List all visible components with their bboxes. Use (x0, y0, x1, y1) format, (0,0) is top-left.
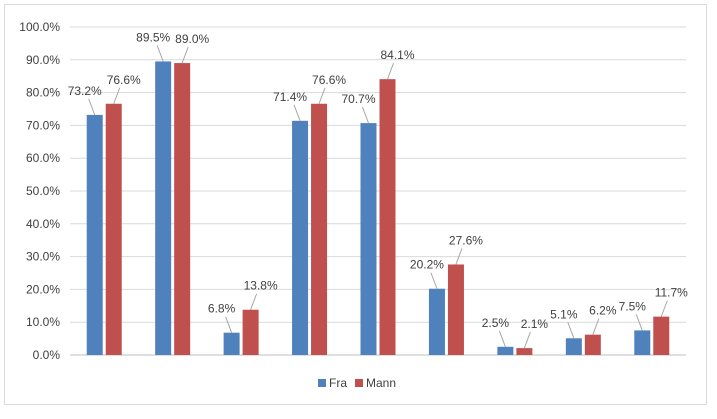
data-label: 2.5% (482, 316, 510, 330)
y-axis: 0.0% 10.0% 20.0% 30.0% 40.0% 50.0% 60.0% 70.0% 8… (19, 20, 60, 362)
bar-fra (565, 338, 582, 355)
y-tick-label: 50.0% (26, 184, 60, 198)
bar-mann (653, 316, 670, 355)
data-label: 73.2% (68, 84, 102, 98)
bar-fra (155, 61, 172, 355)
y-tick-label: 70.0% (26, 118, 60, 132)
leader-line (592, 318, 600, 335)
leader-line (635, 314, 643, 331)
data-label: 70.7% (341, 92, 375, 106)
y-tick-label: 60.0% (26, 151, 60, 165)
data-label: 5.1% (550, 307, 578, 321)
legend-label-fra: Fra (329, 376, 347, 390)
leader-line (567, 322, 575, 339)
data-label: 76.6% (107, 73, 141, 87)
leader-line (455, 248, 463, 265)
bar-mann (311, 103, 328, 355)
y-tick-label: 10.0% (26, 315, 60, 329)
y-tick-label: 0.0% (33, 348, 61, 362)
data-label: 13.8% (244, 279, 278, 293)
bar-mann (105, 103, 122, 355)
bar-mann (447, 264, 464, 355)
bar-fra (223, 332, 240, 355)
data-label: 27.6% (449, 233, 483, 247)
bar-mann (174, 63, 191, 356)
bar-fra (292, 120, 309, 355)
data-label: 20.2% (410, 258, 444, 272)
leader-line (250, 293, 258, 310)
legend-swatch-fra (318, 379, 326, 387)
data-label: 7.5% (619, 299, 647, 313)
leader-line (113, 87, 121, 104)
bar-mann (516, 348, 533, 355)
data-label: 11.7% (655, 286, 688, 300)
bar-mann (379, 79, 396, 355)
leader-line (181, 46, 189, 64)
data-label: 6.8% (208, 302, 236, 316)
data-labels: 73.2% 89.5% 6.8% 71.4% 70.7% 20.2% 2.5% 5.1% 7.5… (68, 30, 688, 331)
data-label: 76.6% (312, 73, 346, 87)
legend-label-mann: Mann (366, 376, 396, 390)
bar-fra (360, 123, 377, 355)
leader-line (362, 106, 369, 124)
data-label: 89.0% (175, 32, 209, 46)
leader-line (88, 98, 96, 116)
y-tick-label: 40.0% (26, 217, 60, 231)
data-label: 2.1% (521, 317, 549, 331)
leader-line (430, 272, 438, 289)
leader-lines (88, 45, 668, 349)
y-tick-label: 100.0% (19, 20, 60, 34)
leader-line (293, 104, 301, 121)
leader-line (498, 330, 506, 347)
leader-line (387, 62, 394, 80)
y-tick-label: 90.0% (26, 53, 60, 67)
bars (86, 61, 670, 356)
gridlines (70, 26, 686, 356)
bar-fra (497, 346, 514, 355)
bar-fra (634, 330, 651, 355)
bar-fra (86, 114, 103, 356)
leader-line (523, 331, 531, 349)
bar-mann (242, 309, 259, 355)
data-label: 6.2% (589, 304, 617, 318)
leader-line (318, 87, 326, 104)
leader-line (156, 45, 164, 62)
bar-mann (584, 334, 601, 355)
leader-line (225, 316, 233, 333)
legend: Fra Mann (318, 376, 396, 390)
y-tick-label: 20.0% (26, 282, 60, 296)
bar-fra (428, 288, 445, 355)
data-label: 84.1% (380, 48, 414, 62)
legend-swatch-mann (355, 379, 363, 387)
leader-line (660, 300, 668, 317)
data-label: 89.5% (136, 30, 170, 44)
data-label: 71.4% (273, 90, 307, 104)
y-tick-label: 30.0% (26, 250, 60, 264)
y-tick-label: 80.0% (26, 86, 60, 100)
